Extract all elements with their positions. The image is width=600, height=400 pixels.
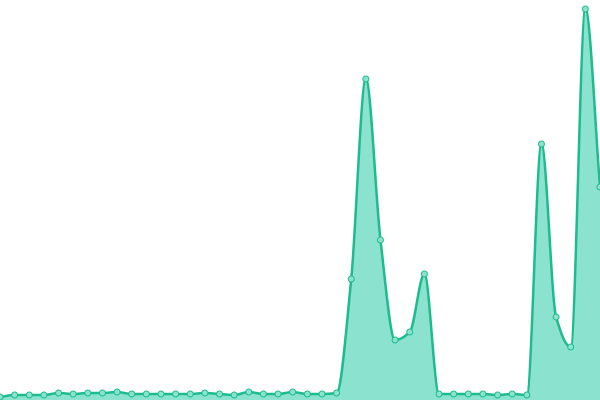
data-point bbox=[347, 275, 355, 283]
data-point bbox=[289, 388, 297, 396]
data-point bbox=[230, 391, 238, 399]
data-point bbox=[216, 390, 224, 398]
data-point bbox=[435, 390, 443, 398]
data-point bbox=[479, 390, 487, 398]
data-point bbox=[450, 390, 458, 398]
data-point bbox=[157, 390, 165, 398]
area-fill bbox=[0, 9, 600, 400]
data-point bbox=[391, 336, 399, 344]
data-point bbox=[552, 313, 560, 321]
data-point bbox=[376, 236, 384, 244]
data-point bbox=[172, 390, 180, 398]
data-point bbox=[98, 389, 106, 397]
data-point bbox=[274, 390, 282, 398]
data-point bbox=[69, 390, 77, 398]
data-point bbox=[201, 389, 209, 397]
data-point bbox=[508, 390, 516, 398]
data-point bbox=[0, 393, 4, 400]
data-point bbox=[11, 391, 19, 399]
data-point bbox=[259, 390, 267, 398]
data-point bbox=[406, 328, 414, 336]
data-point bbox=[25, 391, 33, 399]
data-point bbox=[142, 390, 150, 398]
data-point bbox=[596, 183, 600, 191]
data-point bbox=[318, 390, 326, 398]
area-line bbox=[0, 7, 600, 399]
data-point bbox=[84, 389, 92, 397]
data-point bbox=[128, 390, 136, 398]
data-point bbox=[186, 390, 194, 398]
data-point bbox=[567, 343, 575, 351]
data-point bbox=[523, 391, 531, 399]
data-point bbox=[40, 391, 48, 399]
data-point bbox=[113, 388, 121, 396]
data-point bbox=[245, 388, 253, 396]
data-point bbox=[303, 390, 311, 398]
data-point bbox=[333, 389, 341, 397]
data-point bbox=[55, 389, 63, 397]
data-point bbox=[581, 5, 589, 13]
data-point bbox=[420, 270, 428, 278]
data-point bbox=[362, 75, 370, 83]
data-point bbox=[537, 140, 545, 148]
data-point bbox=[494, 391, 502, 399]
data-point bbox=[464, 390, 472, 398]
